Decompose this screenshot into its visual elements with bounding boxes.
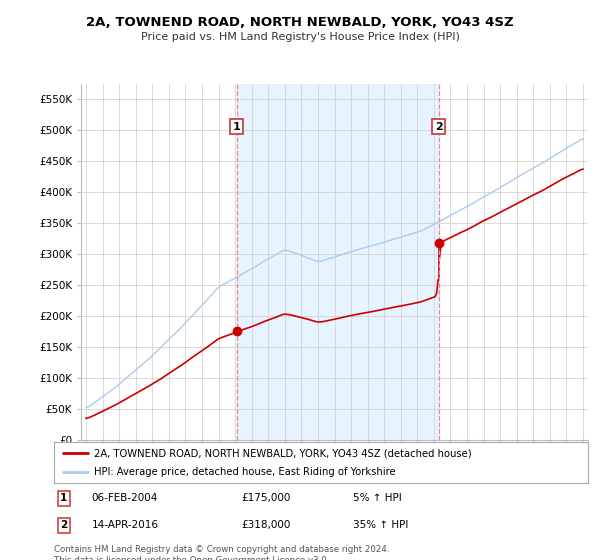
Text: 2A, TOWNEND ROAD, NORTH NEWBALD, YORK, YO43 4SZ: 2A, TOWNEND ROAD, NORTH NEWBALD, YORK, Y… <box>86 16 514 29</box>
Text: Contains HM Land Registry data © Crown copyright and database right 2024.
This d: Contains HM Land Registry data © Crown c… <box>54 545 389 560</box>
Text: 1: 1 <box>233 122 241 132</box>
Text: 2: 2 <box>434 122 442 132</box>
Text: £175,000: £175,000 <box>241 493 290 503</box>
Text: 5% ↑ HPI: 5% ↑ HPI <box>353 493 402 503</box>
Text: 2: 2 <box>60 520 67 530</box>
Text: 35% ↑ HPI: 35% ↑ HPI <box>353 520 409 530</box>
Bar <box>236 84 439 440</box>
Text: Price paid vs. HM Land Registry's House Price Index (HPI): Price paid vs. HM Land Registry's House … <box>140 32 460 43</box>
Text: 2A, TOWNEND ROAD, NORTH NEWBALD, YORK, YO43 4SZ (detached house): 2A, TOWNEND ROAD, NORTH NEWBALD, YORK, Y… <box>94 449 472 458</box>
Text: 14-APR-2016: 14-APR-2016 <box>91 520 158 530</box>
Text: 1: 1 <box>60 493 67 503</box>
Text: 06-FEB-2004: 06-FEB-2004 <box>91 493 158 503</box>
Text: £318,000: £318,000 <box>241 520 290 530</box>
Text: HPI: Average price, detached house, East Riding of Yorkshire: HPI: Average price, detached house, East… <box>94 467 395 477</box>
